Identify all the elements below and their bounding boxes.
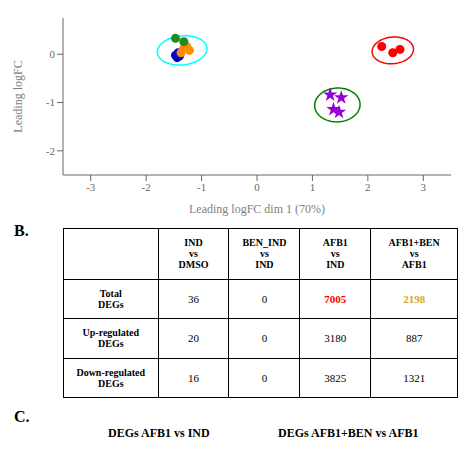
html-text:DEGs AFB1 vs IND: DEGs AFB1 vs IND xyxy=(108,426,210,440)
html-text:2198: 2198 xyxy=(403,292,426,305)
svg-text:0: 0 xyxy=(254,181,260,193)
html-text:Total DEGs: Total DEGs xyxy=(98,287,124,310)
html-text:0: 0 xyxy=(261,292,268,305)
svg-text:-3: -3 xyxy=(86,181,96,193)
html-text:887: 887 xyxy=(405,332,423,345)
html-text:3825: 3825 xyxy=(324,371,347,384)
html-text:C.: C. xyxy=(14,408,30,425)
html-text:36: 36 xyxy=(188,292,199,305)
svg-text:2: 2 xyxy=(365,181,371,193)
html-text:BEN_IND vs IND: BEN_IND vs IND xyxy=(242,237,287,271)
html-text:3180: 3180 xyxy=(324,332,347,345)
html-text:20: 20 xyxy=(188,332,199,345)
svg-text:1: 1 xyxy=(310,181,316,193)
svg-text:-1: -1 xyxy=(197,181,206,193)
html-text:AFB1 vs IND: AFB1 vs IND xyxy=(322,237,348,271)
html-text:Up-regulated DEGs: Up-regulated DEGs xyxy=(82,327,139,350)
svg-text:0: 0 xyxy=(50,48,56,60)
html-text:1321: 1321 xyxy=(403,371,426,384)
svg-text:-2: -2 xyxy=(142,181,151,193)
html-text:B.: B. xyxy=(14,222,29,239)
html-text:Down-regulated DEGs: Down-regulated DEGs xyxy=(76,366,146,389)
html-text:7005: 7005 xyxy=(324,292,347,305)
html-text:AFB1+BEN vs AFB1: AFB1+BEN vs AFB1 xyxy=(388,237,440,271)
svg-text:Leading logFC: Leading logFC xyxy=(11,60,25,132)
html-text:16: 16 xyxy=(188,371,199,384)
svg-text:3: 3 xyxy=(421,181,427,193)
svg-text:Leading logFC dim 1 (70%): Leading logFC dim 1 (70%) xyxy=(189,202,325,216)
html-text:0: 0 xyxy=(261,332,268,345)
svg-text:-2: -2 xyxy=(46,145,55,157)
html-text:0: 0 xyxy=(261,371,268,384)
svg-text:-1: -1 xyxy=(46,96,55,108)
html-text:DEGs AFB1+BEN vs AFB1: DEGs AFB1+BEN vs AFB1 xyxy=(278,426,419,440)
html-text:IND vs DMSO: IND vs DMSO xyxy=(178,237,209,271)
